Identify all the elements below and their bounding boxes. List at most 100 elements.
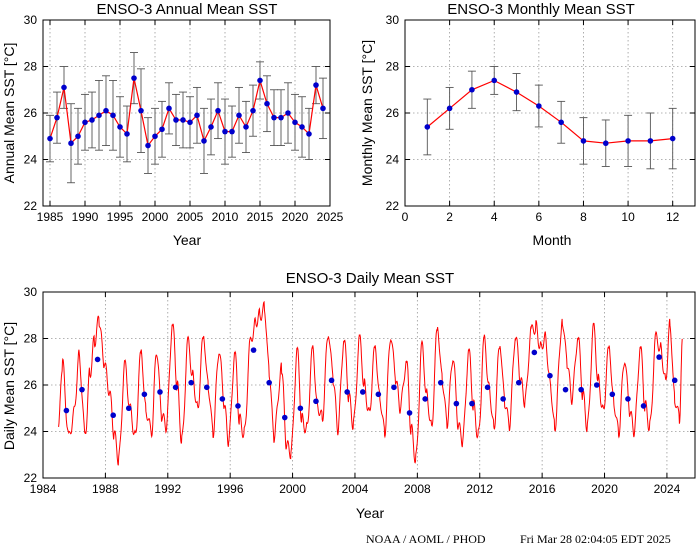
daily-point	[671, 377, 678, 384]
daily-ytick-label: 24	[24, 425, 38, 439]
daily-point	[328, 377, 335, 384]
annual-point	[306, 131, 312, 137]
daily-point	[578, 386, 584, 393]
monthly-mean-panel: ENSO-3 Monthly Mean SST Month Monthly Me…	[359, 1, 696, 248]
annual-ytick-label: 30	[24, 13, 38, 27]
annual-point	[201, 138, 207, 144]
annual-point	[145, 142, 151, 149]
annual-plot-frame	[42, 19, 331, 207]
annual-point	[236, 112, 242, 119]
daily-xtick-label: 2000	[279, 482, 306, 496]
daily-point	[562, 386, 569, 393]
annual-point	[278, 114, 284, 121]
annual-point	[117, 124, 123, 130]
annual-point	[131, 75, 137, 81]
daily-point	[359, 389, 366, 395]
annual-point	[222, 128, 228, 135]
daily-point	[656, 354, 662, 360]
daily-point	[110, 412, 116, 419]
daily-point	[235, 403, 241, 409]
daily-point	[281, 414, 288, 421]
annual-ylabel: Annual Mean SST [°C]	[1, 43, 17, 184]
daily-point	[500, 396, 506, 402]
daily-point	[250, 347, 257, 353]
annual-xtick-label: 2020	[282, 210, 309, 224]
daily-point	[625, 396, 631, 402]
annual-point	[229, 128, 235, 135]
daily-xtick-label: 1992	[154, 482, 181, 496]
daily-xlabel: Year	[356, 505, 385, 521]
daily-point	[188, 379, 194, 386]
daily-mean-panel: ENSO-3 Daily Mean SST Year Daily Mean SS…	[1, 270, 696, 521]
daily-point	[391, 384, 397, 391]
annual-point	[264, 100, 270, 107]
daily-point	[593, 382, 600, 388]
daily-xtick-label: 1996	[217, 482, 244, 496]
daily-point	[515, 379, 522, 386]
daily-xtick-label: 1988	[92, 482, 119, 496]
monthly-xtick-label: 6	[536, 210, 543, 224]
annual-xtick-label: 1985	[37, 210, 64, 224]
monthly-point	[647, 138, 654, 144]
annual-point	[180, 117, 186, 123]
annual-point	[243, 124, 249, 130]
monthly-series-line	[426, 79, 673, 144]
annual-point	[285, 110, 291, 116]
daily-point	[375, 391, 382, 398]
annual-point	[47, 135, 53, 142]
monthly-point	[424, 124, 431, 130]
daily-point	[469, 400, 475, 407]
daily-point	[203, 384, 210, 391]
daily-xtick-label: 2024	[654, 482, 681, 496]
annual-point	[61, 84, 67, 91]
annual-point	[159, 126, 165, 133]
footer-timestamp: Fri Mar 28 02:04:05 EDT 2025	[520, 532, 671, 546]
monthly-point	[669, 135, 676, 142]
daily-point	[547, 372, 553, 379]
annual-point	[54, 114, 60, 121]
daily-point	[422, 396, 428, 402]
daily-point	[157, 389, 163, 395]
daily-point	[640, 403, 647, 409]
monthly-point	[580, 138, 587, 144]
annual-xlabel: Year	[173, 232, 202, 248]
annual-mean-panel: ENSO-3 Annual Mean SST Year Annual Mean …	[1, 1, 344, 248]
annual-xtick-label: 2025	[317, 210, 344, 224]
annual-point	[173, 117, 179, 123]
annual-series-line	[49, 77, 324, 147]
annual-xtick-label: 2000	[142, 210, 169, 224]
daily-point	[266, 379, 272, 386]
monthly-xtick-label: 8	[580, 210, 587, 224]
monthly-plot-frame	[404, 19, 696, 207]
daily-xtick-label: 2004	[342, 482, 369, 496]
monthly-point	[491, 77, 498, 84]
daily-title: ENSO-3 Daily Mean SST	[286, 270, 454, 287]
annual-point	[320, 105, 326, 112]
daily-ytick-label: 22	[24, 471, 38, 485]
annual-point	[75, 133, 81, 140]
daily-point	[313, 398, 319, 405]
annual-point	[208, 124, 214, 130]
monthly-ytick-label: 22	[386, 199, 400, 213]
daily-point	[172, 384, 179, 391]
daily-ytick-label: 30	[24, 285, 38, 299]
daily-ylabel: Daily Mean SST [°C]	[1, 322, 17, 450]
monthly-xtick-label: 4	[491, 210, 498, 224]
annual-ytick-label: 24	[24, 153, 38, 167]
annual-xtick-label: 1995	[107, 210, 134, 224]
daily-xtick-label: 2012	[466, 482, 493, 496]
monthly-point	[558, 119, 564, 126]
daily-point	[79, 386, 85, 393]
monthly-xtick-label: 10	[621, 210, 635, 224]
annual-point	[110, 112, 116, 119]
monthly-point	[536, 103, 542, 109]
annual-title: ENSO-3 Annual Mean SST	[97, 1, 278, 18]
daily-point	[437, 379, 444, 386]
daily-point	[453, 400, 460, 407]
daily-xtick-label: 1984	[30, 482, 57, 496]
annual-point	[292, 119, 298, 126]
annual-point	[166, 105, 172, 112]
monthly-ylabel: Monthly Mean SST [°C]	[359, 40, 375, 186]
annual-point	[299, 124, 305, 130]
